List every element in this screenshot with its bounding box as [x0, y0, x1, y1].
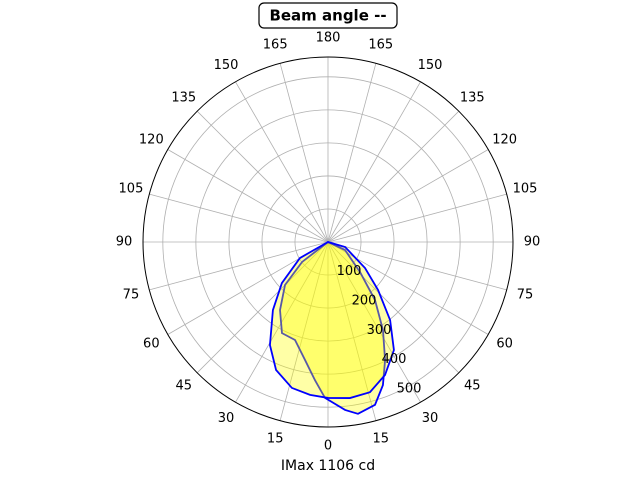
theta-tick-label: 15: [267, 432, 284, 447]
theta-tick-label: 150: [418, 58, 443, 73]
r-tick-label: 300: [367, 323, 392, 338]
theta-grid-line: [149, 241, 329, 291]
theta-grid-line: [279, 241, 329, 421]
beam-curve: [279, 240, 386, 415]
title-box: [258, 2, 398, 29]
r-tick-label: 500: [397, 382, 422, 397]
theta-tick-label: 135: [171, 90, 196, 105]
theta-grid-line: [327, 241, 421, 403]
chart-title: Beam angle --: [269, 7, 386, 25]
theta-grid-line: [196, 241, 329, 374]
theta-tick-label: 0: [324, 439, 332, 454]
theta-tick-label: 45: [175, 379, 192, 394]
theta-tick-label: 120: [139, 133, 164, 148]
theta-tick-label: 105: [513, 182, 538, 197]
theta-grid-line: [327, 63, 377, 243]
r-tick-label: 100: [337, 264, 362, 279]
theta-tick-label: 135: [460, 90, 485, 105]
theta-grid-line: [327, 193, 507, 243]
theta-tick-label: 60: [143, 337, 160, 352]
theta-tick-label: 15: [373, 432, 390, 447]
x-axis-label: IMax 1106 cd: [281, 458, 375, 474]
theta-tick-label: 45: [464, 379, 481, 394]
theta-grid-line: [196, 110, 329, 243]
theta-grid-line: [327, 241, 460, 374]
r-grid-line: [228, 142, 428, 342]
theta-grid-line: [327, 110, 460, 243]
theta-grid-line: [235, 81, 329, 243]
r-grid-line: [195, 109, 461, 375]
beam-curve: [269, 241, 395, 399]
theta-tick-label: 30: [218, 411, 235, 426]
theta-tick-label: 180: [316, 31, 341, 46]
theta-tick-label: 120: [492, 133, 517, 148]
theta-grid-line: [327, 149, 489, 243]
theta-grid-line: [279, 63, 329, 243]
theta-grid-line: [327, 241, 377, 421]
outer-frame: [142, 56, 514, 428]
r-tick-label: 400: [382, 352, 407, 367]
theta-tick-label: 30: [422, 411, 439, 426]
theta-grid-line: [149, 193, 329, 243]
theta-grid-line: [167, 149, 329, 243]
theta-tick-label: 105: [119, 182, 144, 197]
theta-grid-line: [327, 81, 421, 243]
theta-tick-label: 60: [496, 337, 513, 352]
r-grid-line: [162, 76, 494, 408]
theta-tick-label: 75: [123, 287, 140, 302]
theta-tick-label: 150: [214, 58, 239, 73]
theta-tick-label: 90: [524, 235, 541, 250]
theta-tick-label: 165: [263, 37, 288, 52]
theta-tick-label: 75: [517, 287, 534, 302]
r-tick-label: 200: [352, 293, 377, 308]
theta-tick-label: 90: [116, 235, 133, 250]
r-grid-line: [261, 175, 395, 309]
theta-tick-label: 165: [368, 37, 393, 52]
r-grid-line: [294, 208, 362, 276]
theta-grid-line: [327, 241, 507, 291]
